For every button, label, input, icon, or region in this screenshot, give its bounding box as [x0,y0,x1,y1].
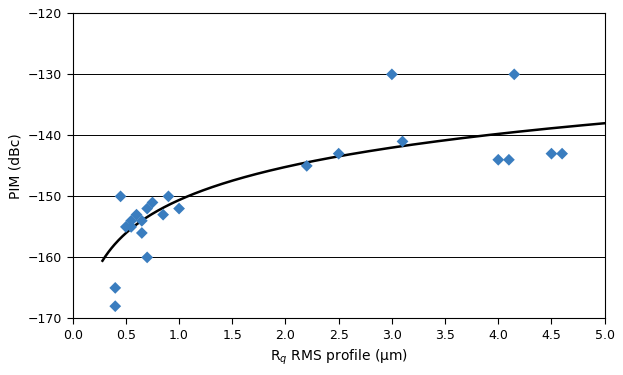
Point [493,157,503,163]
Point [137,218,147,224]
Point [163,194,173,200]
Point [110,285,120,291]
Point [504,157,514,163]
Point [116,194,126,200]
Point [397,138,407,144]
Point [131,211,141,217]
Point [174,206,184,212]
Y-axis label: PIM (dBc): PIM (dBc) [8,133,22,199]
Point [334,151,344,157]
Point [546,151,556,157]
Point [110,303,120,309]
Point [387,71,397,77]
Point [137,230,147,236]
Point [126,218,136,224]
Point [142,254,152,260]
Point [302,163,312,169]
Point [121,224,131,230]
Point [557,151,567,157]
Point [142,206,152,212]
X-axis label: R$_q$ RMS profile (μm): R$_q$ RMS profile (μm) [270,347,407,367]
Point [509,71,519,77]
Point [126,224,136,230]
Point [158,211,168,217]
Point [148,200,158,206]
